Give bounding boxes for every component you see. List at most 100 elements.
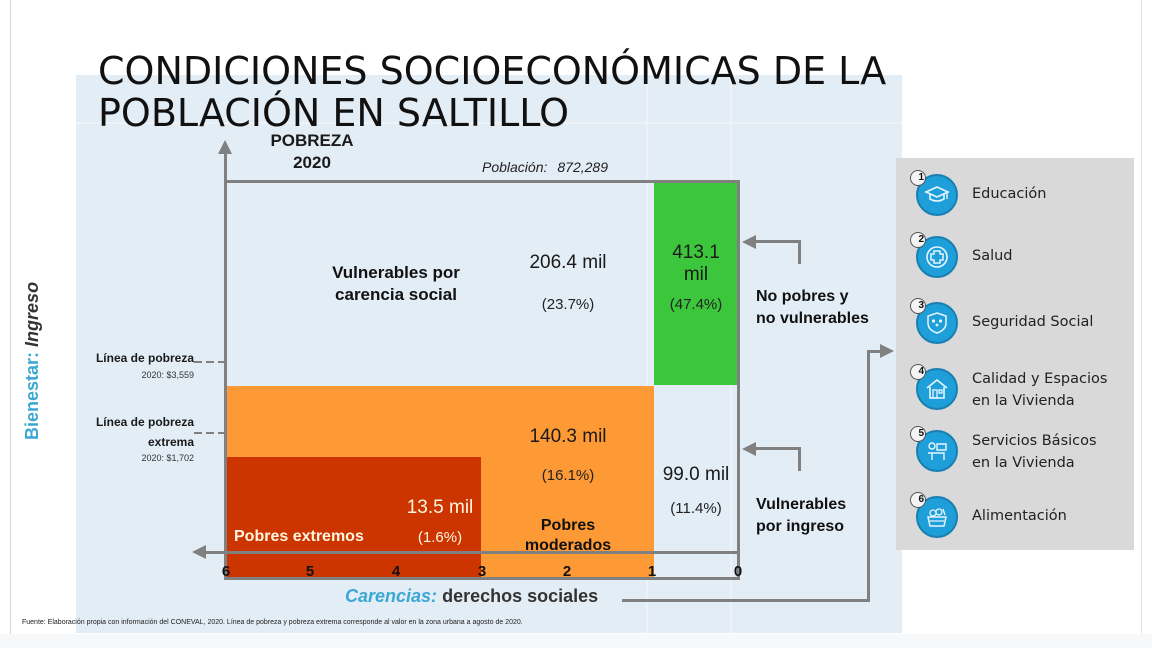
carencia-label: Educación <box>972 186 1047 202</box>
label-vulnerable-income: Vulnerables por ingreso <box>756 494 846 538</box>
food-basket-icon <box>916 496 958 538</box>
label-line: en la Vivienda <box>972 393 1075 409</box>
x-axis-text: derechos sociales <box>442 586 599 606</box>
connector-bottom <box>622 599 870 602</box>
label-line: Calidad y Espacios <box>972 371 1108 387</box>
arrow-left-icon <box>742 442 756 456</box>
value-moderate-poor: 140.3 mil <box>529 426 607 447</box>
poverty-line-dash <box>194 361 224 363</box>
carencia-number: 6 <box>910 492 926 508</box>
extreme-line-label: Línea de pobreza <box>95 415 194 429</box>
carencia-label: Seguridad Social <box>972 314 1094 330</box>
label-line: no vulnerables <box>756 310 869 327</box>
carencia-label: Servicios Básicos en la Vivienda <box>972 430 1097 474</box>
title-line-1: CONDICIONES SOCIOECONÓMICAS DE LA <box>98 49 887 93</box>
x-axis-ticks: 6 5 4 3 2 1 0 <box>214 563 754 583</box>
region-not-poor <box>654 183 738 385</box>
x-axis-arrow-icon <box>192 545 206 559</box>
population-label: Población: 872,289 <box>482 159 618 175</box>
left-border <box>10 0 11 640</box>
y-axis-title: Bienestar: Ingreso <box>22 282 43 440</box>
pct-not-poor: (47.4%) <box>669 296 723 313</box>
extreme-line-value: 2020: $1,702 <box>141 453 194 463</box>
carencia-label: Calidad y Espacios en la Vivienda <box>972 368 1107 412</box>
pct-vulnerable-social: (23.7%) <box>541 296 595 313</box>
tick: 6 <box>221 563 231 580</box>
region-extreme-poor <box>227 457 481 578</box>
grid-line <box>76 122 902 124</box>
carencia-number: 3 <box>910 298 926 314</box>
y-axis-arrow-icon <box>218 140 232 154</box>
value-vulnerable-income: 99.0 mil <box>662 464 730 485</box>
carencia-item-educacion: 1 Educación <box>910 170 1130 220</box>
extreme-line-dash <box>194 432 224 434</box>
x-axis-title: Carencias: derechos sociales <box>345 586 598 607</box>
x-axis-accent: Carencias: <box>345 586 438 606</box>
label-vulnerable-social: Vulnerables por carencia social <box>310 262 482 306</box>
connector-vertical <box>867 350 870 602</box>
carencia-number: 4 <box>910 364 926 380</box>
elbow-connector <box>754 447 801 471</box>
label-line: moderados <box>524 537 612 554</box>
y-axis-text: Ingreso <box>22 281 42 347</box>
carencia-item-vivienda: 4 Calidad y Espacios en la Vivienda <box>910 364 1130 424</box>
tick: 3 <box>477 563 487 580</box>
label-not-poor: No pobres y no vulnerables <box>756 286 869 330</box>
heading-line-1: POBREZA <box>270 131 354 150</box>
population-caption: Población: <box>482 159 548 175</box>
pct-vulnerable-income: (11.4%) <box>670 500 722 517</box>
pobreza-heading: POBREZA 2020 <box>248 130 376 174</box>
label-extreme-poor: Pobres extremos <box>234 528 364 545</box>
population-value: 872,289 <box>557 159 608 175</box>
carencia-item-salud: 2 Salud <box>910 232 1130 282</box>
y-axis-accent: Bienestar: <box>22 351 42 440</box>
y-axis-line <box>224 150 227 580</box>
elbow-connector <box>754 240 801 264</box>
value-extreme-poor: 13.5 mil <box>406 497 474 518</box>
poverty-line-label: Línea de pobreza <box>95 351 194 365</box>
pct-extreme-poor: (1.6%) <box>417 529 463 546</box>
tick: 2 <box>562 563 572 580</box>
bottom-axis-line <box>224 577 740 580</box>
right-border <box>1141 0 1142 640</box>
label-line: Vulnerables por <box>332 263 460 282</box>
label-line: Servicios Básicos <box>972 433 1097 449</box>
x-axis-line <box>200 551 740 554</box>
arrow-left-icon <box>742 235 756 249</box>
carencia-label: Alimentación <box>972 508 1067 524</box>
label-line: carencia social <box>335 285 457 304</box>
bottom-strip <box>0 634 1152 648</box>
carencia-item-servicios: 5 Servicios Básicos en la Vivienda <box>910 426 1130 486</box>
value-line: 413.1 <box>672 242 720 263</box>
carencias-panel: 1 Educación 2 Salud 3 Seguridad Social 4… <box>896 158 1134 550</box>
value-unit: mil <box>683 264 709 285</box>
shield-family-icon <box>916 302 958 344</box>
value-vulnerable-social: 206.4 mil <box>529 252 607 273</box>
grid-line <box>646 75 648 633</box>
source-note: Fuente: Elaboración propia con informaci… <box>22 619 523 626</box>
label-line: en la Vivienda <box>972 455 1075 471</box>
pct-moderate-poor: (16.1%) <box>541 467 595 484</box>
carencia-label: Salud <box>972 248 1013 264</box>
poverty-line-value: 2020: $3,559 <box>141 370 194 380</box>
label-line: Vulnerables <box>756 496 847 513</box>
carencia-number: 2 <box>910 232 926 248</box>
title-line-2: POBLACIÓN EN SALTILLO <box>98 91 570 135</box>
carencia-number: 1 <box>910 170 926 186</box>
tick: 4 <box>391 563 401 580</box>
carencia-number: 5 <box>910 426 926 442</box>
label-line: No pobres y <box>756 288 849 305</box>
label-moderate-poor: Pobres moderados <box>500 516 636 556</box>
arrow-right-icon <box>880 344 894 358</box>
extreme-line-label-2: extrema <box>147 435 194 449</box>
diagram-frame <box>224 180 740 580</box>
value-not-poor: 413.1 mil <box>654 242 738 286</box>
label-line: Pobres <box>540 517 596 534</box>
tick: 0 <box>733 563 743 580</box>
page-title: CONDICIONES SOCIOECONÓMICAS DE LA POBLAC… <box>98 50 886 134</box>
label-line: por ingreso <box>756 518 845 535</box>
carencia-item-alimentacion: 6 Alimentación <box>910 492 1130 542</box>
tick: 5 <box>305 563 315 580</box>
carencia-item-seguridad-social: 3 Seguridad Social <box>910 298 1130 348</box>
tick: 1 <box>647 563 657 580</box>
